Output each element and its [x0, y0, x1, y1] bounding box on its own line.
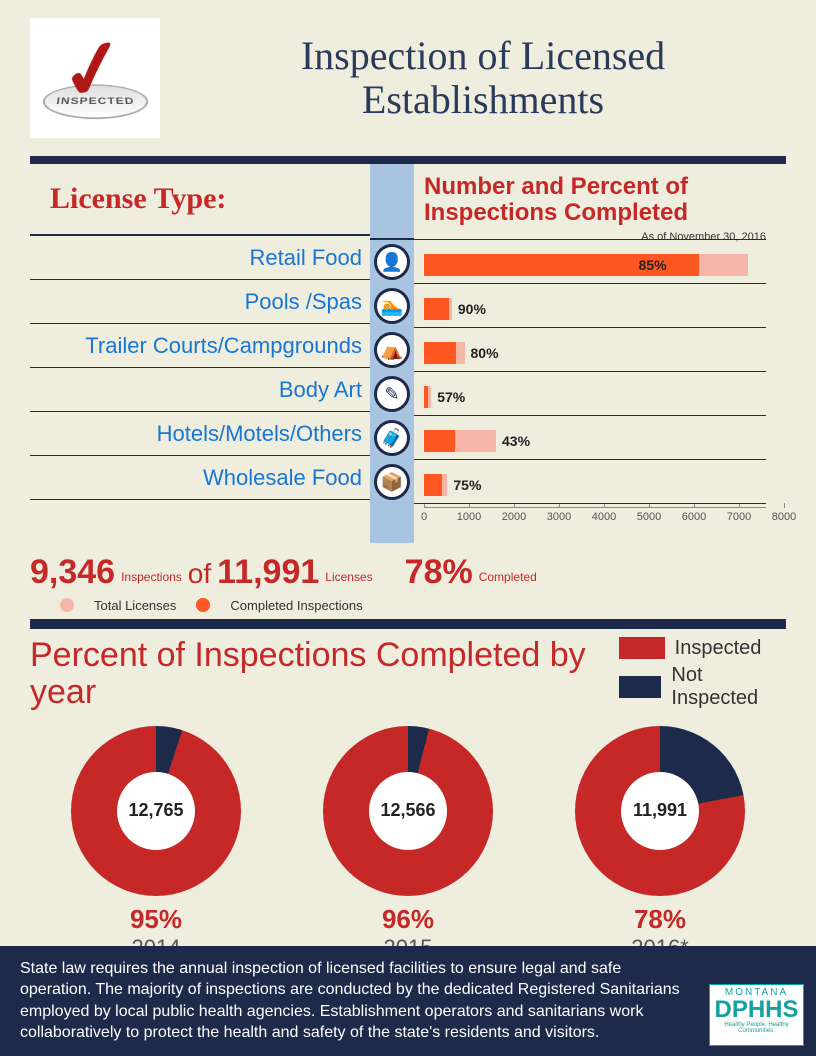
donut-chart: 12,765 [71, 726, 241, 896]
donut-chart: 12,566 [323, 726, 493, 896]
license-label: Hotels/Motels/Others [30, 421, 370, 447]
bar-pct-label: 43% [502, 433, 530, 449]
dphhs-logo: MONTANA DPHHS Healthy People. Healthy Co… [709, 984, 804, 1046]
footer: State law requires the annual inspection… [0, 946, 816, 1056]
axis-tick: 6000 [682, 511, 706, 523]
axis-tick: 0 [421, 511, 427, 523]
inspected-stamp: INSPECTED ✓ [30, 18, 160, 138]
bar-pct-label: 75% [453, 477, 481, 493]
donut-total: 12,765 [117, 772, 195, 850]
license-label: Pools /Spas [30, 289, 370, 315]
x-axis: 010002000300040005000600070008000 [424, 507, 766, 531]
box-icon: 📦 [374, 464, 410, 500]
axis-tick: 8000 [772, 511, 796, 523]
bar-pct-label: 90% [458, 301, 486, 317]
donut-item: 11,991 78% 2016* [575, 726, 745, 961]
pct-label: Completed [479, 570, 537, 584]
axis-tick: 2000 [502, 511, 526, 523]
bar-row: 85% [424, 243, 786, 287]
bar-chart-area: 85% 90% 80% 57% 43% 75% 0 1000 2000 3000 400… [424, 243, 786, 543]
donut-total: 11,991 [621, 772, 699, 850]
summary-row: 9,346 Inspections of 11,991 Licenses 78%… [30, 553, 786, 613]
bar-row: 57% [424, 375, 786, 419]
divider-mid [30, 619, 786, 629]
page-title: Inspection of Licensed Establishments [180, 34, 786, 122]
as-of-date: As of November 30, 2016 [424, 231, 786, 243]
donut-item: 12,566 96% 2015 [323, 726, 493, 961]
bar-row: 90% [424, 287, 786, 331]
footer-text: State law requires the annual inspection… [20, 960, 680, 1042]
license-row: Body Art [30, 368, 370, 412]
license-label: Wholesale Food [30, 465, 370, 491]
bar-chart-panel: Number and Percent of Inspections Comple… [414, 164, 786, 543]
donut-row: 12,765 95% 2014 12,566 96% 2015 11,991 7… [30, 726, 786, 961]
axis-tick: 3000 [547, 511, 571, 523]
divider-top [30, 156, 786, 164]
logo-sub: Healthy People. Healthy Communities. [710, 1022, 803, 1034]
legend-total-swatch [60, 598, 74, 612]
legend-inspected-label: Inspected [675, 637, 762, 660]
header: INSPECTED ✓ Inspection of Licensed Estab… [0, 0, 816, 148]
bar-chart-heading: Number and Percent of Inspections Comple… [424, 164, 786, 231]
license-row: Wholesale Food [30, 456, 370, 500]
license-label: Body Art [30, 377, 370, 403]
bar-completed [424, 386, 428, 408]
donut-item: 12,765 95% 2014 [71, 726, 241, 961]
bar-pct-label: 85% [639, 257, 667, 273]
license-type-heading: License Type: [30, 164, 370, 236]
inspections-label: Inspections [121, 570, 182, 584]
legend-done-label: Completed Inspections [230, 598, 362, 613]
yearly-section: Percent of Inspections Completed by year… [30, 637, 786, 961]
person-icon: 👤 [374, 244, 410, 280]
bar-completed [424, 474, 442, 496]
bar-row: 80% [424, 331, 786, 375]
bar-completed [424, 298, 449, 320]
license-type-section: License Type: Retail Food Pools /Spas Trai… [30, 164, 786, 543]
axis-tick: 4000 [592, 511, 616, 523]
license-row: Hotels/Motels/Others [30, 412, 370, 456]
legend-inspected-swatch [619, 637, 665, 659]
legend-done-swatch [196, 598, 210, 612]
of-text: of [188, 558, 211, 590]
legend-not-swatch [619, 676, 662, 698]
legend-not-label: Not Inspected [671, 664, 786, 710]
license-row: Trailer Courts/Campgrounds [30, 324, 370, 368]
icon-strip: 👤 🏊 ⛺ ✎ 🧳 📦 [370, 164, 414, 543]
axis-tick: 7000 [727, 511, 751, 523]
license-type-left: License Type: Retail Food Pools /Spas Trai… [30, 164, 370, 543]
donut-total: 12,566 [369, 772, 447, 850]
swim-icon: 🏊 [374, 288, 410, 324]
license-label: Trailer Courts/Campgrounds [30, 333, 370, 359]
licenses-label: Licenses [325, 570, 372, 584]
bar-legend: Total Licenses Completed Inspections [60, 598, 363, 613]
bar-pct-label: 57% [437, 389, 465, 405]
pen-icon: ✎ [374, 376, 410, 412]
license-row: Retail Food [30, 236, 370, 280]
donut-chart: 11,991 [575, 726, 745, 896]
bar-row: 43% [424, 419, 786, 463]
license-row: Pools /Spas [30, 280, 370, 324]
logo-main: DPHHS [710, 998, 803, 1022]
axis-tick: 5000 [637, 511, 661, 523]
donut-legend: Inspected Not Inspected [619, 637, 786, 714]
bar-pct-label: 80% [471, 345, 499, 361]
yearly-title: Percent of Inspections Completed by year [30, 637, 619, 712]
licenses-count: 11,991 [217, 553, 319, 592]
inspections-count: 9,346 [30, 553, 115, 592]
pct-completed: 78% [405, 553, 473, 592]
donut-pct: 95% [71, 904, 241, 935]
license-label: Retail Food [30, 245, 370, 271]
suitcase-icon: 🧳 [374, 420, 410, 456]
legend-total-label: Total Licenses [94, 598, 176, 613]
tent-icon: ⛺ [374, 332, 410, 368]
bar-row: 75% [424, 463, 786, 507]
bar-completed [424, 342, 456, 364]
bar-completed [424, 430, 455, 452]
donut-pct: 78% [575, 904, 745, 935]
axis-tick: 1000 [457, 511, 481, 523]
donut-pct: 96% [323, 904, 493, 935]
